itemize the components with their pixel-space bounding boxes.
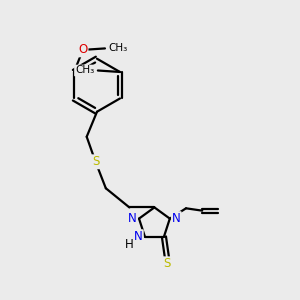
Text: N: N: [134, 230, 143, 243]
Text: S: S: [92, 155, 99, 168]
Text: N: N: [128, 212, 137, 225]
Text: S: S: [163, 257, 171, 270]
Text: CH₃: CH₃: [109, 44, 128, 53]
Text: CH₃: CH₃: [75, 65, 94, 76]
Text: N: N: [172, 212, 181, 225]
Text: O: O: [78, 44, 88, 56]
Text: H: H: [125, 238, 134, 251]
